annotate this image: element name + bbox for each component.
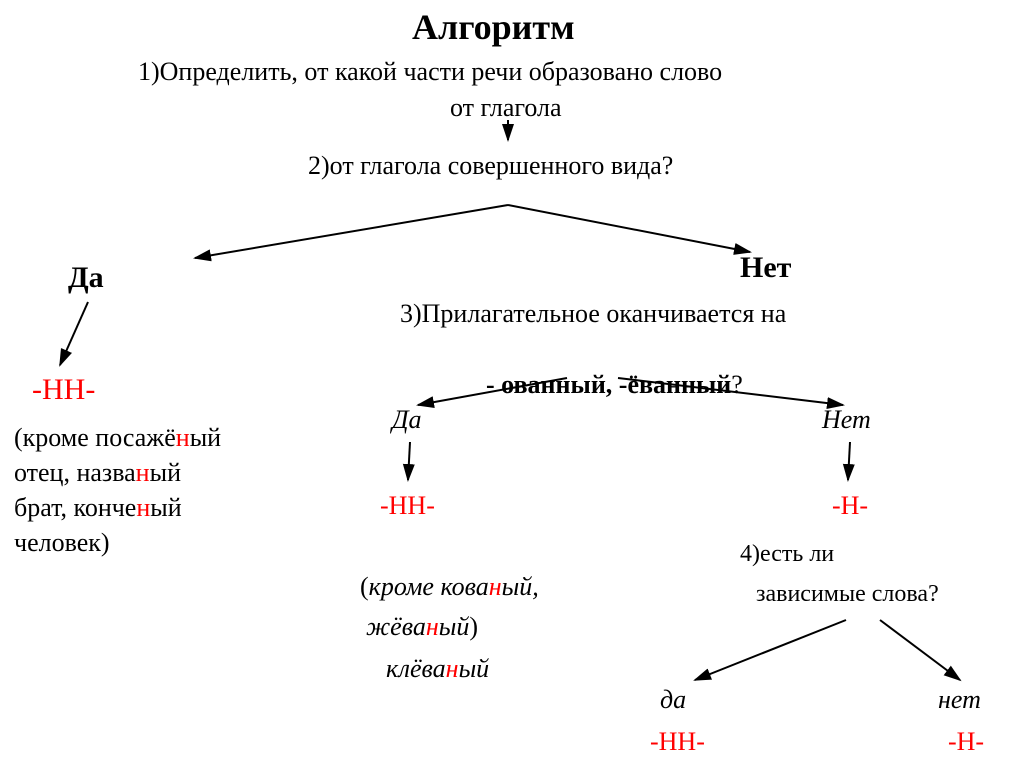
step2-text: 2)от глагола совершенного вида? (308, 150, 673, 181)
note-nn-1: (кроме посажёный отец, названый брат, ко… (14, 420, 274, 560)
step4-line1: 4)есть ли (740, 540, 834, 569)
result-nn-1: -НН- (32, 372, 95, 408)
result-n-2: -Н- (948, 726, 984, 757)
step4-line2: зависимые слова? (756, 580, 939, 609)
step3-sub: - ованный, -ёванный? (460, 338, 743, 432)
title: Алгоритм (412, 6, 575, 49)
step1-text: 1)Определить, от какой части речи образо… (138, 56, 722, 87)
result-nn-3: -НН- (650, 726, 705, 757)
result-nn-2: -НН- (380, 490, 435, 521)
step4-yes-label: да (660, 684, 686, 715)
branch-no-label: Нет (740, 250, 791, 286)
step3-text: 3)Прилагательное оканчивается на (400, 298, 786, 329)
result-n-1: -Н- (832, 490, 868, 521)
step4-no-label: нет (938, 684, 981, 715)
step3-no-label: Нет (822, 404, 871, 435)
step1-sub: от глагола (450, 92, 562, 123)
note-nn-2-extra: клёваный (360, 622, 489, 716)
step3-yes-label: Да (392, 404, 422, 435)
branch-yes-label: Да (68, 260, 104, 296)
diagram-stage: Алгоритм 1)Определить, от какой части ре… (0, 0, 1024, 767)
